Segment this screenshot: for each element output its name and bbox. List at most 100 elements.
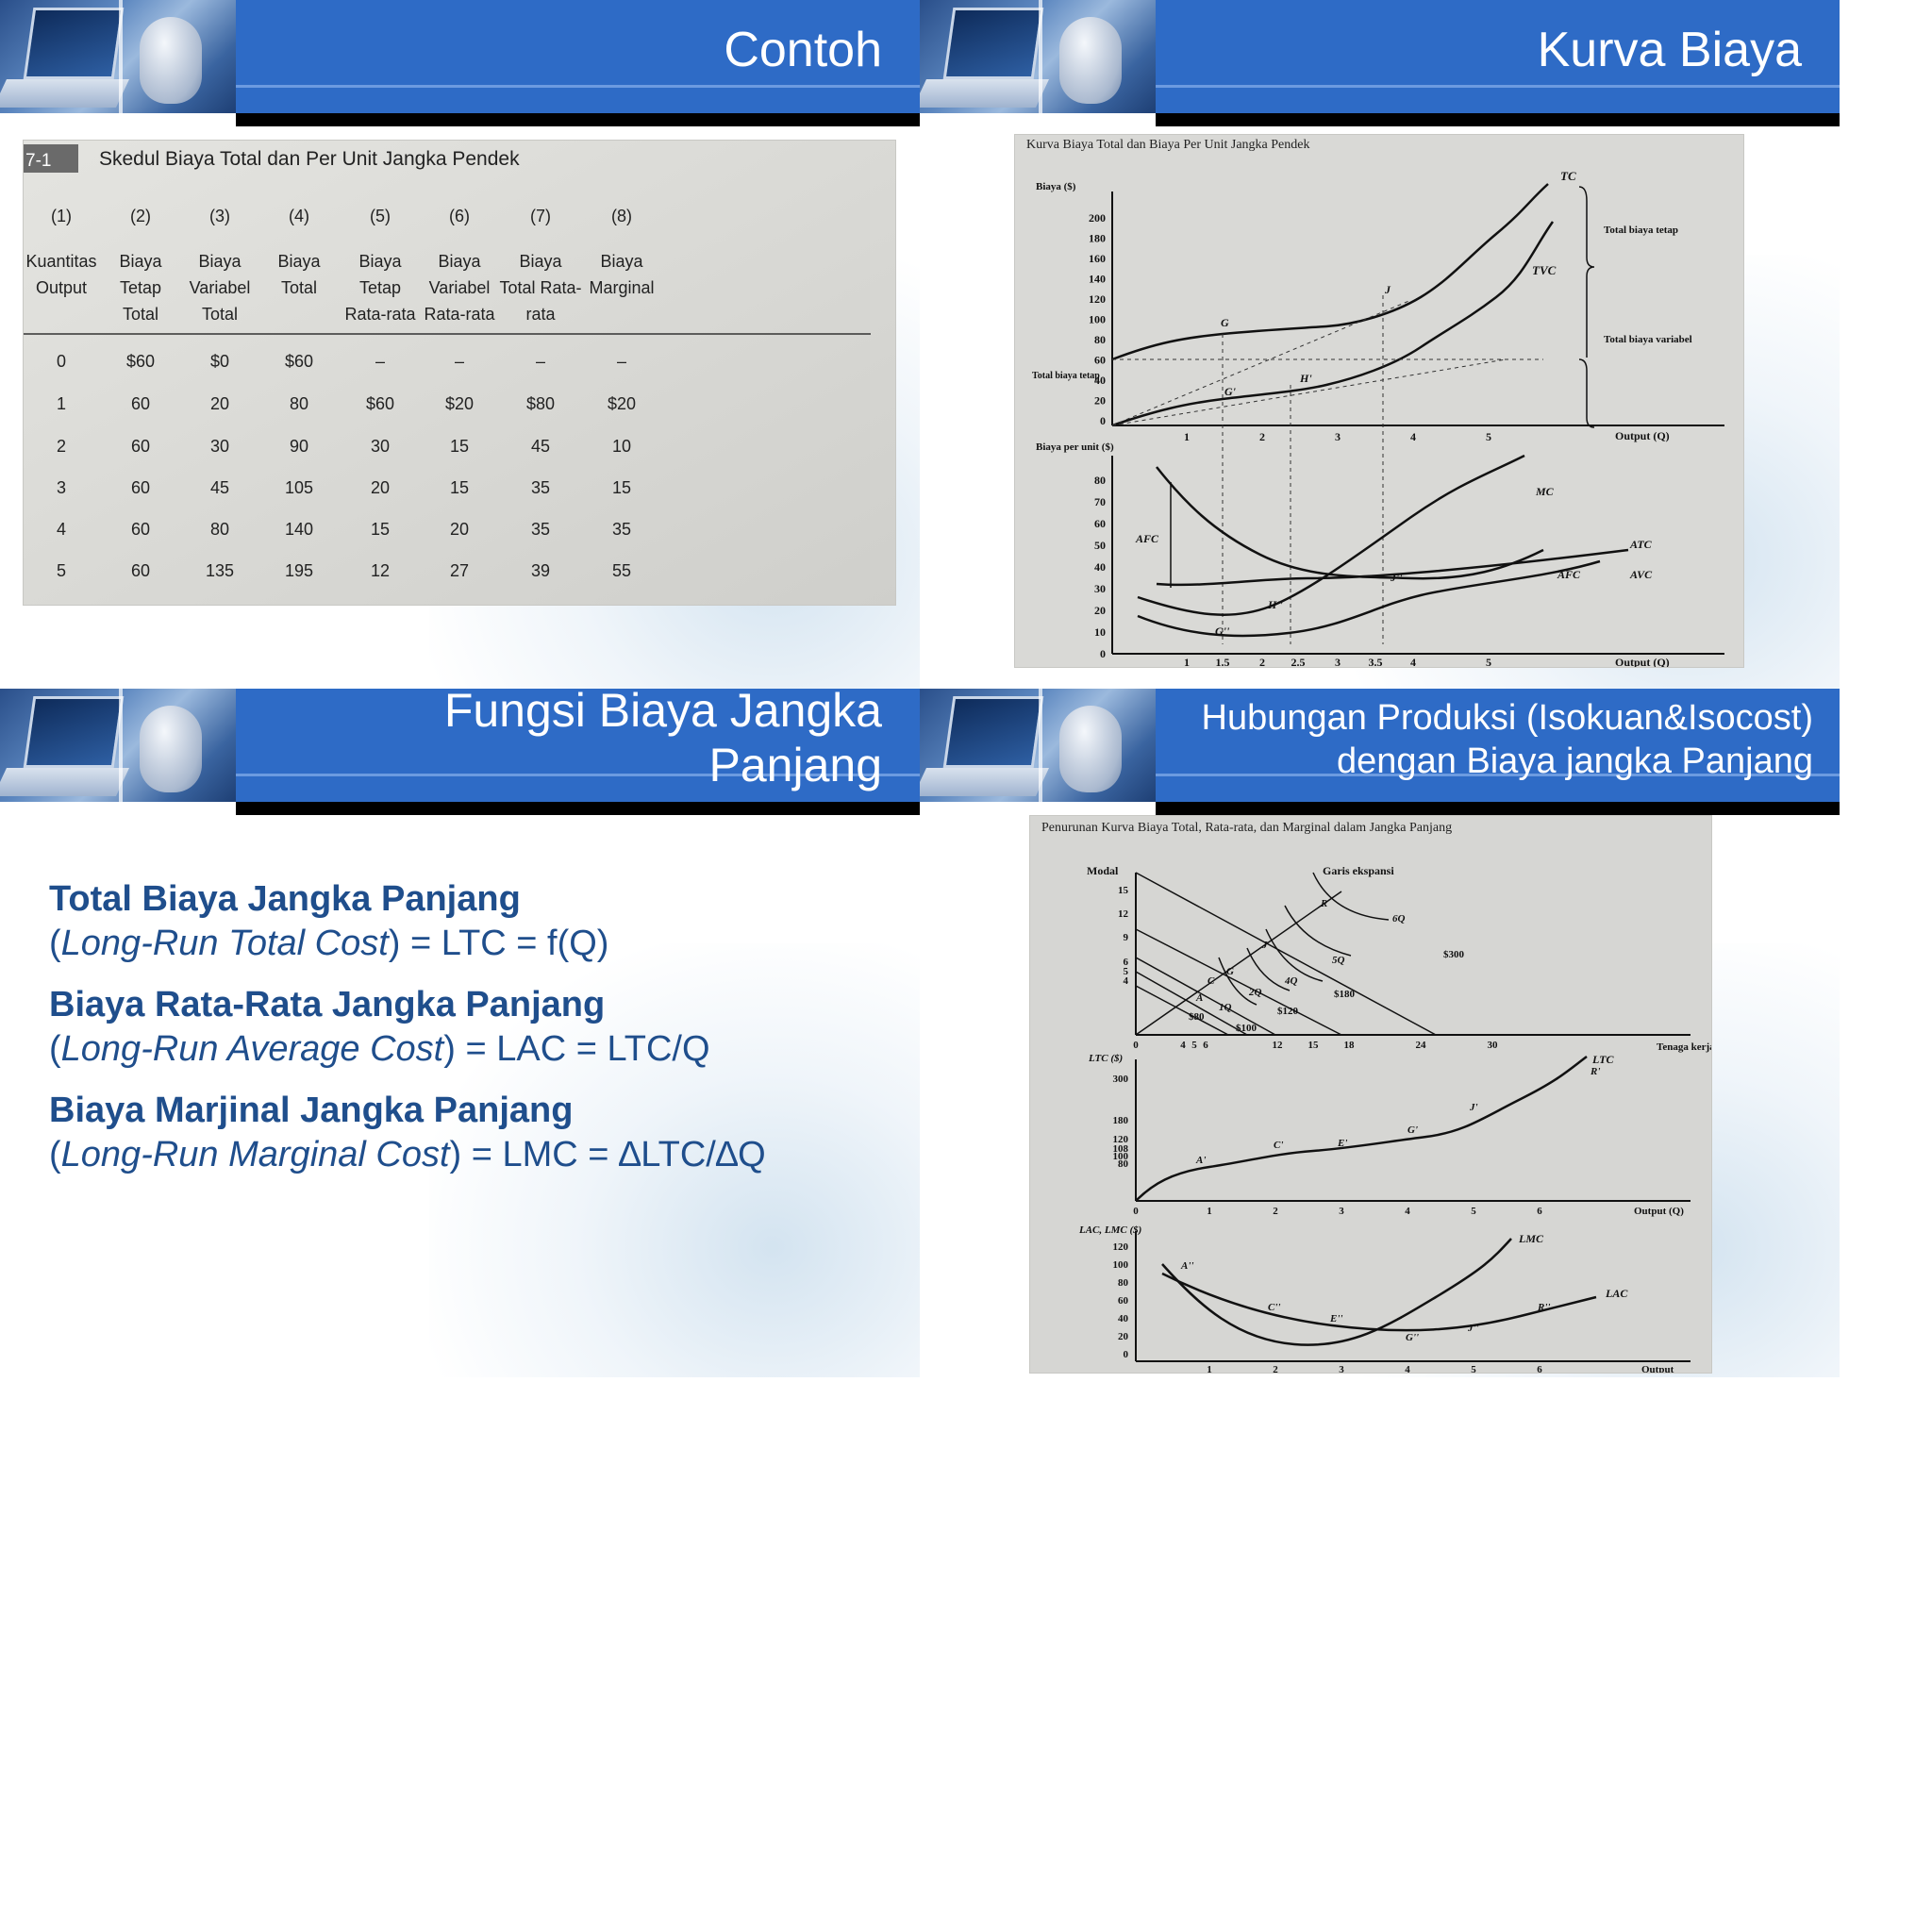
slide-header: Contoh [0,0,920,126]
lac-point-label: G'' [1406,1332,1419,1343]
label-atc: ATC [1629,538,1653,551]
cost-schedule-table: 7-1 Skedul Biaya Total dan Per Unit Jang… [24,141,895,605]
atc-curve [1156,548,1629,587]
slide-header: Kurva Biaya [920,0,1840,126]
table-cell: – [617,352,626,371]
bottom-x-tick: 3.5 [1369,656,1383,667]
lac-x-tick: 2 [1273,1364,1278,1373]
table-cell: 135 [206,561,234,580]
iso-x-tick: 5 [1191,1040,1197,1051]
column-header: Total [281,278,317,297]
label-lac: LAC [1605,1287,1628,1300]
label-lmc: LMC [1518,1232,1544,1245]
top-y-tick: 100 [1089,313,1106,326]
ltc-curve [1135,1056,1588,1202]
column-header: Rata-rata [424,305,495,324]
ltc-y-tick: 108 [1113,1143,1129,1155]
bottom-x-tick: 3 [1335,656,1341,667]
table-cell: $20 [445,394,474,413]
ltc-y-tick: 300 [1113,1074,1129,1085]
lmc-curve [1161,1238,1512,1346]
lac-y-tick: 60 [1118,1295,1129,1307]
column-number: (5) [370,207,391,225]
iso-y-tick: 12 [1118,908,1129,920]
label-g-prime: G' [1224,385,1237,398]
isocost-label: $180 [1334,989,1356,1000]
item-formula: (Long-Run Marginal Cost) = LMC = ∆LTC/∆Q [49,1135,766,1174]
isoquant-label: 5Q [1332,955,1345,966]
lac-x-tick: 6 [1537,1364,1542,1373]
header-band: Hubungan Produksi (Isokuan&Isocost) deng… [1156,689,1840,802]
table-cell: 60 [131,478,150,497]
slide-title-line1: Hubungan Produksi (Isokuan&Isocost) [1201,698,1813,738]
column-header: Biaya [119,252,162,271]
table-cell: $60 [285,352,313,371]
figure-caption: Kurva Biaya Total dan Biaya Per Unit Jan… [1026,138,1309,152]
top-x-tick: 1 [1184,430,1190,443]
column-header: Biaya [438,252,481,271]
table-cell: 195 [285,561,313,580]
table-cell: 90 [290,437,308,456]
iso-x-tick: 12 [1273,1040,1284,1051]
lac-point-label: E'' [1329,1313,1342,1324]
table-cell: 1 [57,394,66,413]
ltc-x-tick: 5 [1471,1206,1476,1217]
ltc-y-tick: 80 [1118,1158,1129,1170]
bottom-y-tick: 40 [1094,560,1106,574]
ltc-x-tick: 2 [1273,1206,1278,1217]
label-mc: MC [1535,485,1555,498]
item-lmc: Biaya Marjinal Jangka Panjang (Long-Run … [49,1089,879,1177]
column-number: (4) [289,207,309,225]
table-cell: 30 [210,437,229,456]
label-afc-right: AFC [1557,568,1581,581]
bot-y-label: LAC, LMC ($) [1078,1224,1141,1236]
lac-point-label: A'' [1180,1260,1193,1272]
long-run-cost-derivation: Penurunan Kurva Biaya Total, Rata-rata, … [1030,816,1711,1373]
label-g-double: G'' [1215,625,1230,638]
top-x-label: Tenaga kerja [1657,1041,1711,1053]
bottom-y-tick: 70 [1094,495,1106,508]
header-band: Fungsi Biaya Jangka Panjang [236,689,920,802]
slide-title: Kurva Biaya [1537,23,1802,77]
slide-title-line2: dengan Biaya jangka Panjang [1337,741,1813,781]
table-cell: 15 [612,478,631,497]
lac-curve [1161,1272,1597,1332]
label-ltc: LTC [1591,1053,1614,1066]
isocost-label: $80 [1189,1011,1205,1023]
lac-x-tick: 5 [1471,1364,1476,1373]
lac-y-tick: 40 [1118,1313,1129,1324]
column-header: Biaya [519,252,562,271]
header-underline [236,802,920,815]
ltc-y-tick: 180 [1113,1115,1129,1126]
item-lac: Biaya Rata-Rata Jangka Panjang (Long-Run… [49,983,879,1072]
slide-header: Hubungan Produksi (Isokuan&Isocost) deng… [920,689,1840,815]
bottom-y-tick: 80 [1094,474,1106,487]
item-heading: Total Biaya Jangka Panjang [49,879,521,919]
slide-hubungan-produksi: Hubungan Produksi (Isokuan&Isocost) deng… [920,689,1840,1377]
column-number: (1) [51,207,72,225]
label-total-fixed: Total biaya tetap [1604,225,1678,236]
short-run-cost-curves-image: Kurva Biaya Total dan Biaya Per Unit Jan… [1014,134,1744,668]
isoquant-label: 6Q [1392,913,1406,924]
ltc-point-label: G' [1407,1124,1418,1136]
column-number: (6) [449,207,470,225]
bottom-x-tick: 1.5 [1216,656,1230,667]
column-header: Biaya [600,252,643,271]
ltc-x-tick: 3 [1339,1206,1344,1217]
label-avc: AVC [1629,568,1653,581]
table-cell: – [375,352,385,371]
table-number: 7-1 [25,151,51,171]
isocost-label: $300 [1443,949,1465,960]
header-underline [1156,113,1840,126]
point-label: R [1320,898,1327,909]
label-total-fixed-left: Total biaya tetap [1032,371,1100,381]
top-y-tick: 40 [1094,374,1106,387]
table-cell: – [536,352,545,371]
iso-x-tick: 24 [1416,1040,1427,1051]
ltc-x-tick: 0 [1133,1206,1139,1217]
column-header: Tetap [120,278,161,297]
lac-y-tick: 80 [1118,1277,1129,1289]
column-header: Biaya [198,252,242,271]
slide-title-line1: Fungsi Biaya Jangka [443,689,882,737]
table-cell: 60 [131,437,150,456]
